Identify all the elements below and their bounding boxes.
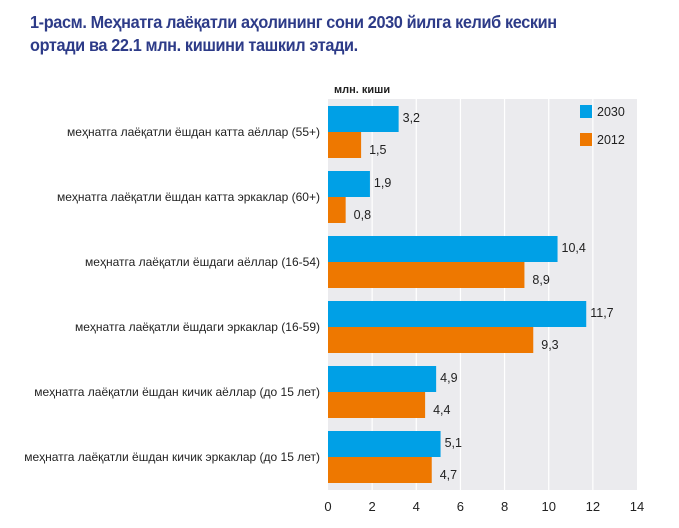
unit-label: млн. киши — [334, 84, 390, 96]
bar-2012 — [328, 392, 426, 418]
chart-title-line-2: ортади ва 22.1 млн. кишини ташкил этади. — [30, 35, 358, 55]
bar-2030 — [328, 236, 558, 262]
bar-2012 — [328, 132, 362, 158]
x-tick-label: 0 — [324, 499, 331, 514]
x-tick-label: 4 — [413, 499, 420, 514]
category-labels: меҳнатга лаёқатли ёшдан катта аёллар (55… — [24, 125, 320, 464]
x-tick-label: 14 — [630, 499, 644, 514]
x-axis-ticks: 0 2 4 6 8 10 12 14 — [324, 499, 644, 514]
bar-2030 — [328, 301, 587, 327]
x-tick-label: 6 — [457, 499, 464, 514]
x-tick-label: 8 — [501, 499, 508, 514]
plot-background — [328, 99, 637, 490]
value-label: 10,4 — [562, 241, 586, 255]
category-label: меҳнатга лаёқатли ёшдан кичик аёллар (до… — [34, 385, 320, 399]
value-label: 9,3 — [541, 338, 558, 352]
x-tick-label: 10 — [541, 499, 555, 514]
category-label: меҳнатга лаёқатли ёшдан катта эркаклар (… — [57, 190, 320, 204]
value-label: 4,7 — [440, 468, 457, 482]
bar-2012 — [328, 262, 525, 288]
category-label: меҳнатга лаёқатли ёшдаги аёллар (16-54) — [85, 255, 320, 269]
value-label: 4,9 — [440, 371, 457, 385]
value-label: 4,4 — [433, 403, 450, 417]
value-label: 1,9 — [374, 176, 391, 190]
value-label: 0,8 — [354, 208, 371, 222]
legend-label-2030: 2030 — [597, 105, 625, 119]
bar-2012 — [328, 457, 432, 483]
value-label: 1,5 — [369, 143, 386, 157]
category-label: меҳнатга лаёқатли ёшдан катта аёллар (55… — [67, 125, 320, 139]
value-label: 3,2 — [403, 111, 420, 125]
chart-title: 1-расм. Меҳнатга лаёқатли аҳолининг сони… — [30, 11, 625, 57]
bars — [328, 106, 587, 483]
value-label: 5,1 — [445, 436, 462, 450]
x-tick-label: 2 — [369, 499, 376, 514]
legend: 2030 2012 — [580, 105, 625, 147]
bar-2012 — [328, 327, 534, 353]
legend-swatch-2030 — [580, 105, 592, 118]
x-tick-label: 12 — [586, 499, 600, 514]
bar-2030 — [328, 106, 399, 132]
bar-2030 — [328, 366, 437, 392]
category-label: меҳнатга лаёқатли ёшдан кичик эркаклар (… — [24, 450, 320, 464]
value-label: 11,7 — [590, 306, 613, 320]
legend-label-2012: 2012 — [597, 133, 625, 147]
legend-swatch-2012 — [580, 133, 592, 146]
category-label: меҳнатга лаёқатли ёшдаги эркаклар (16-59… — [75, 320, 320, 334]
value-labels: 3,2 1,5 1,9 0,8 10,4 8,9 11,7 9,3 4,9 4,4 5,1 4,7 — [354, 111, 614, 482]
chart-title-line-1: 1-расм. Меҳнатга лаёқатли аҳолининг сони… — [30, 12, 557, 32]
bar-2012 — [328, 197, 346, 223]
gridlines — [371, 99, 594, 490]
bar-2030 — [328, 431, 441, 457]
bar-2030 — [328, 171, 370, 197]
value-label: 8,9 — [532, 273, 549, 287]
